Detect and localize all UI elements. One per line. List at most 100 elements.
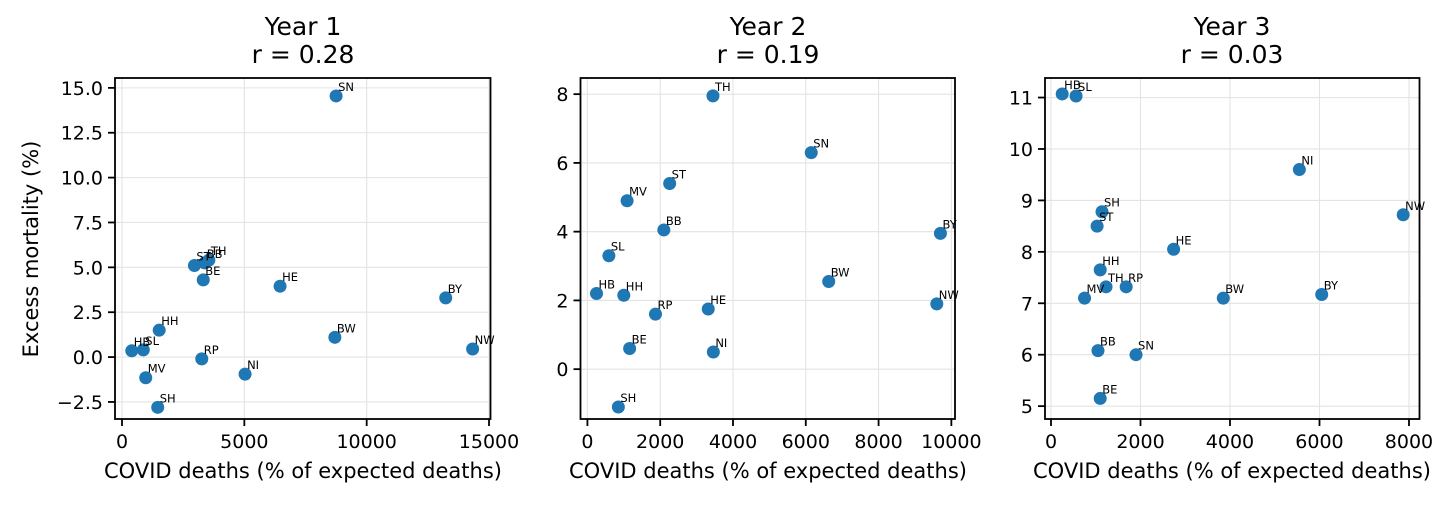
panel2-subtitle: r = 0.19 bbox=[716, 40, 820, 69]
data-point bbox=[1119, 280, 1133, 294]
data-point bbox=[1093, 391, 1107, 405]
data-point bbox=[1069, 89, 1083, 103]
data-point-label: NW bbox=[939, 288, 959, 302]
data-point-label: SH bbox=[1104, 196, 1120, 210]
data-point bbox=[1167, 242, 1181, 256]
data-point bbox=[930, 297, 944, 311]
y-tick-label: 9 bbox=[1021, 190, 1033, 212]
data-point-label: HE bbox=[1176, 233, 1192, 247]
data-point bbox=[804, 146, 818, 160]
data-point-label: NI bbox=[715, 336, 727, 350]
data-point bbox=[136, 343, 150, 357]
plot-border bbox=[1044, 77, 1421, 420]
x-tick-label: 6000 bbox=[1295, 431, 1343, 453]
data-point-label: RP bbox=[657, 298, 672, 312]
y-tick-label: 6 bbox=[556, 153, 568, 175]
y-axis-label: Excess mortality (%) bbox=[19, 140, 43, 358]
data-point bbox=[328, 330, 342, 344]
data-point bbox=[590, 287, 604, 301]
data-point-label: MV bbox=[148, 362, 166, 376]
data-point bbox=[617, 288, 631, 302]
y-tick-label: 7 bbox=[1021, 293, 1033, 315]
x-tick-label: 8000 bbox=[1385, 431, 1433, 453]
data-point bbox=[663, 177, 677, 191]
y-tick-label: 2 bbox=[556, 290, 568, 312]
data-point bbox=[238, 367, 252, 381]
y-tick-label: 8 bbox=[1021, 242, 1033, 264]
data-point-label: SH bbox=[160, 391, 176, 405]
x-tick-label: 2000 bbox=[636, 431, 684, 453]
x-tick-label: 10000 bbox=[336, 431, 396, 453]
data-point-label: NW bbox=[475, 333, 495, 347]
data-point-label: HH bbox=[161, 314, 178, 328]
y-tick-label: 5 bbox=[1021, 396, 1033, 418]
y-tick-label: 5.0 bbox=[73, 257, 103, 279]
data-point bbox=[139, 371, 153, 385]
x-tick-label: 15000 bbox=[459, 431, 519, 453]
data-point bbox=[1315, 288, 1329, 302]
data-point bbox=[611, 400, 625, 414]
data-point bbox=[657, 223, 671, 237]
data-point bbox=[623, 342, 637, 356]
data-point bbox=[706, 345, 720, 359]
y-tick-label: 15.0 bbox=[61, 78, 103, 100]
y-tick-label: 11 bbox=[1009, 88, 1033, 110]
plot-border bbox=[114, 77, 492, 420]
panel2-x-axis-label: COVID deaths (% of expected deaths) bbox=[569, 459, 967, 483]
panel1-x-axis-label: COVID deaths (% of expected deaths) bbox=[104, 459, 502, 483]
x-tick-label: 8000 bbox=[854, 431, 902, 453]
data-point bbox=[1095, 205, 1109, 219]
data-point-label: BE bbox=[632, 333, 647, 347]
data-point-label: BB bbox=[1100, 335, 1116, 349]
panel1-subtitle: r = 0.28 bbox=[251, 40, 355, 69]
data-point-label: HH bbox=[1102, 254, 1119, 268]
data-point-label: HH bbox=[626, 279, 643, 293]
data-point-label: SL bbox=[1078, 80, 1092, 94]
data-point bbox=[706, 89, 720, 103]
data-point bbox=[151, 400, 165, 414]
data-point-label: BY bbox=[448, 282, 463, 296]
data-point bbox=[933, 226, 947, 240]
data-point-label: NI bbox=[247, 358, 259, 372]
panel3-x-axis-label: COVID deaths (% of expected deaths) bbox=[1033, 459, 1431, 483]
data-point-label: SN bbox=[338, 80, 354, 94]
data-point-label: SN bbox=[1138, 339, 1154, 353]
y-tick-label: 10.0 bbox=[61, 168, 103, 190]
data-point bbox=[701, 302, 715, 316]
y-tick-label: 12.5 bbox=[61, 123, 103, 145]
y-tick-label: 8 bbox=[556, 84, 568, 106]
data-point-label: RP bbox=[1128, 271, 1143, 285]
data-point-label: NI bbox=[1301, 154, 1313, 168]
data-point-label: BB bbox=[666, 214, 682, 228]
y-tick-label: 6 bbox=[1021, 345, 1033, 367]
y-tick-label: 0.0 bbox=[73, 347, 103, 369]
data-point-label: ST bbox=[672, 168, 687, 182]
data-point-label: BB bbox=[207, 247, 223, 261]
x-tick-label: 2000 bbox=[1116, 431, 1164, 453]
data-point-label: MV bbox=[1087, 282, 1105, 296]
panel1-title: Year 1 bbox=[264, 12, 342, 41]
data-point bbox=[1129, 348, 1143, 362]
data-point-label: NW bbox=[1405, 199, 1425, 213]
data-point bbox=[195, 352, 209, 366]
data-point-label: BW bbox=[831, 266, 850, 280]
data-point-label: BW bbox=[1225, 282, 1244, 296]
data-point bbox=[273, 279, 287, 293]
data-point bbox=[1055, 87, 1069, 101]
data-point-label: HB bbox=[599, 278, 616, 292]
x-tick-label: 10000 bbox=[921, 431, 981, 453]
data-point-label: HE bbox=[710, 293, 726, 307]
data-point bbox=[1093, 263, 1107, 277]
x-tick-label: 0 bbox=[1045, 431, 1057, 453]
data-point-label: ST bbox=[1099, 210, 1114, 224]
y-tick-label: 10 bbox=[1009, 139, 1033, 161]
data-point bbox=[152, 323, 166, 337]
x-tick-label: 0 bbox=[581, 431, 593, 453]
y-tick-label: 0 bbox=[556, 359, 568, 381]
data-point-label: ST bbox=[196, 250, 211, 264]
data-point bbox=[1396, 208, 1410, 222]
data-point-label: TH bbox=[714, 80, 731, 94]
panel3-title: Year 3 bbox=[1193, 12, 1271, 41]
